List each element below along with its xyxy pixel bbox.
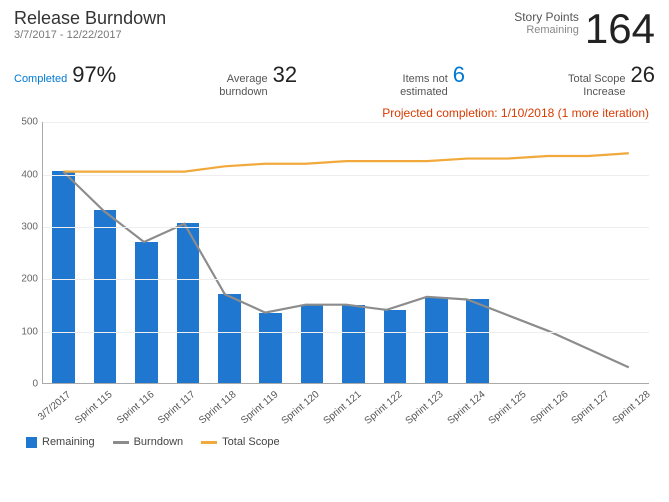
- x-tick-label: Sprint 127: [569, 389, 611, 427]
- metric-avg-burndown: Average burndown 32: [219, 62, 297, 98]
- points-remaining-block: Story Points Remaining 164: [514, 8, 655, 50]
- x-tick-label: Sprint 123: [404, 389, 446, 427]
- y-tick-label: 100: [14, 326, 38, 337]
- x-tick-label: Sprint 126: [528, 389, 570, 427]
- x-tick-label: Sprint 116: [115, 389, 156, 426]
- metric-label: Average burndown: [219, 73, 267, 98]
- plot: [42, 122, 649, 384]
- chart-area: 0100200300400500 3/7/2017Sprint 115Sprin…: [14, 122, 655, 432]
- points-value: 164: [585, 8, 655, 50]
- x-tick-label: Sprint 118: [197, 389, 238, 426]
- metric-not-estimated: Items not estimated 6: [400, 62, 465, 98]
- date-range: 3/7/2017 - 12/22/2017: [14, 29, 166, 41]
- chart-title: Release Burndown: [14, 8, 166, 29]
- legend-scope: Total Scope: [201, 436, 279, 448]
- metric-label: Total Scope Increase: [568, 73, 625, 98]
- legend-label: Burndown: [134, 436, 184, 448]
- lines-layer: [43, 122, 649, 383]
- metric-value: 32: [273, 62, 297, 88]
- projection-text: Projected completion: 1/10/2018 (1 more …: [14, 106, 655, 120]
- x-tick-label: Sprint 119: [239, 389, 280, 426]
- y-tick-label: 500: [14, 117, 38, 128]
- metric-value: 26: [631, 62, 655, 88]
- legend-burndown: Burndown: [113, 436, 184, 448]
- legend-label: Remaining: [42, 436, 95, 448]
- total-scope-line: [63, 154, 629, 172]
- swatch-scope-icon: [201, 441, 217, 444]
- x-tick-label: Sprint 117: [156, 389, 197, 426]
- header: Release Burndown 3/7/2017 - 12/22/2017 S…: [14, 8, 655, 50]
- legend-remaining: Remaining: [26, 436, 95, 448]
- burndown-widget: Release Burndown 3/7/2017 - 12/22/2017 S…: [0, 0, 669, 456]
- y-tick-label: 200: [14, 274, 38, 285]
- x-tick-label: Sprint 124: [445, 389, 487, 427]
- metric-label: Items not estimated: [400, 73, 448, 98]
- x-tick-label: Sprint 122: [362, 389, 404, 427]
- swatch-burndown-icon: [113, 441, 129, 444]
- metric-completed: Completed 97%: [14, 62, 116, 98]
- metrics-row: Completed 97% Average burndown 32 Items …: [14, 62, 655, 98]
- x-tick-label: Sprint 125: [487, 389, 529, 427]
- y-tick-label: 400: [14, 169, 38, 180]
- metric-value: 97%: [72, 62, 116, 88]
- burndown-line: [63, 172, 629, 368]
- legend-label: Total Scope: [222, 436, 279, 448]
- x-tick-label: Sprint 120: [280, 389, 322, 427]
- metric-value: 6: [453, 62, 465, 88]
- x-tick-label: Sprint 121: [321, 389, 363, 427]
- metric-label: Completed: [14, 73, 67, 86]
- legend: Remaining Burndown Total Scope: [14, 436, 655, 448]
- swatch-remaining-icon: [26, 437, 37, 448]
- x-tick-label: Sprint 115: [73, 389, 114, 426]
- x-tick-label: 3/7/2017: [36, 390, 73, 423]
- points-label: Story Points: [514, 11, 579, 24]
- points-sub: Remaining: [514, 24, 579, 36]
- y-tick-label: 0: [14, 379, 38, 390]
- title-block: Release Burndown 3/7/2017 - 12/22/2017: [14, 8, 166, 41]
- y-tick-label: 300: [14, 222, 38, 233]
- x-tick-label: Sprint 128: [611, 389, 653, 427]
- metric-scope-increase: Total Scope Increase 26: [568, 62, 655, 98]
